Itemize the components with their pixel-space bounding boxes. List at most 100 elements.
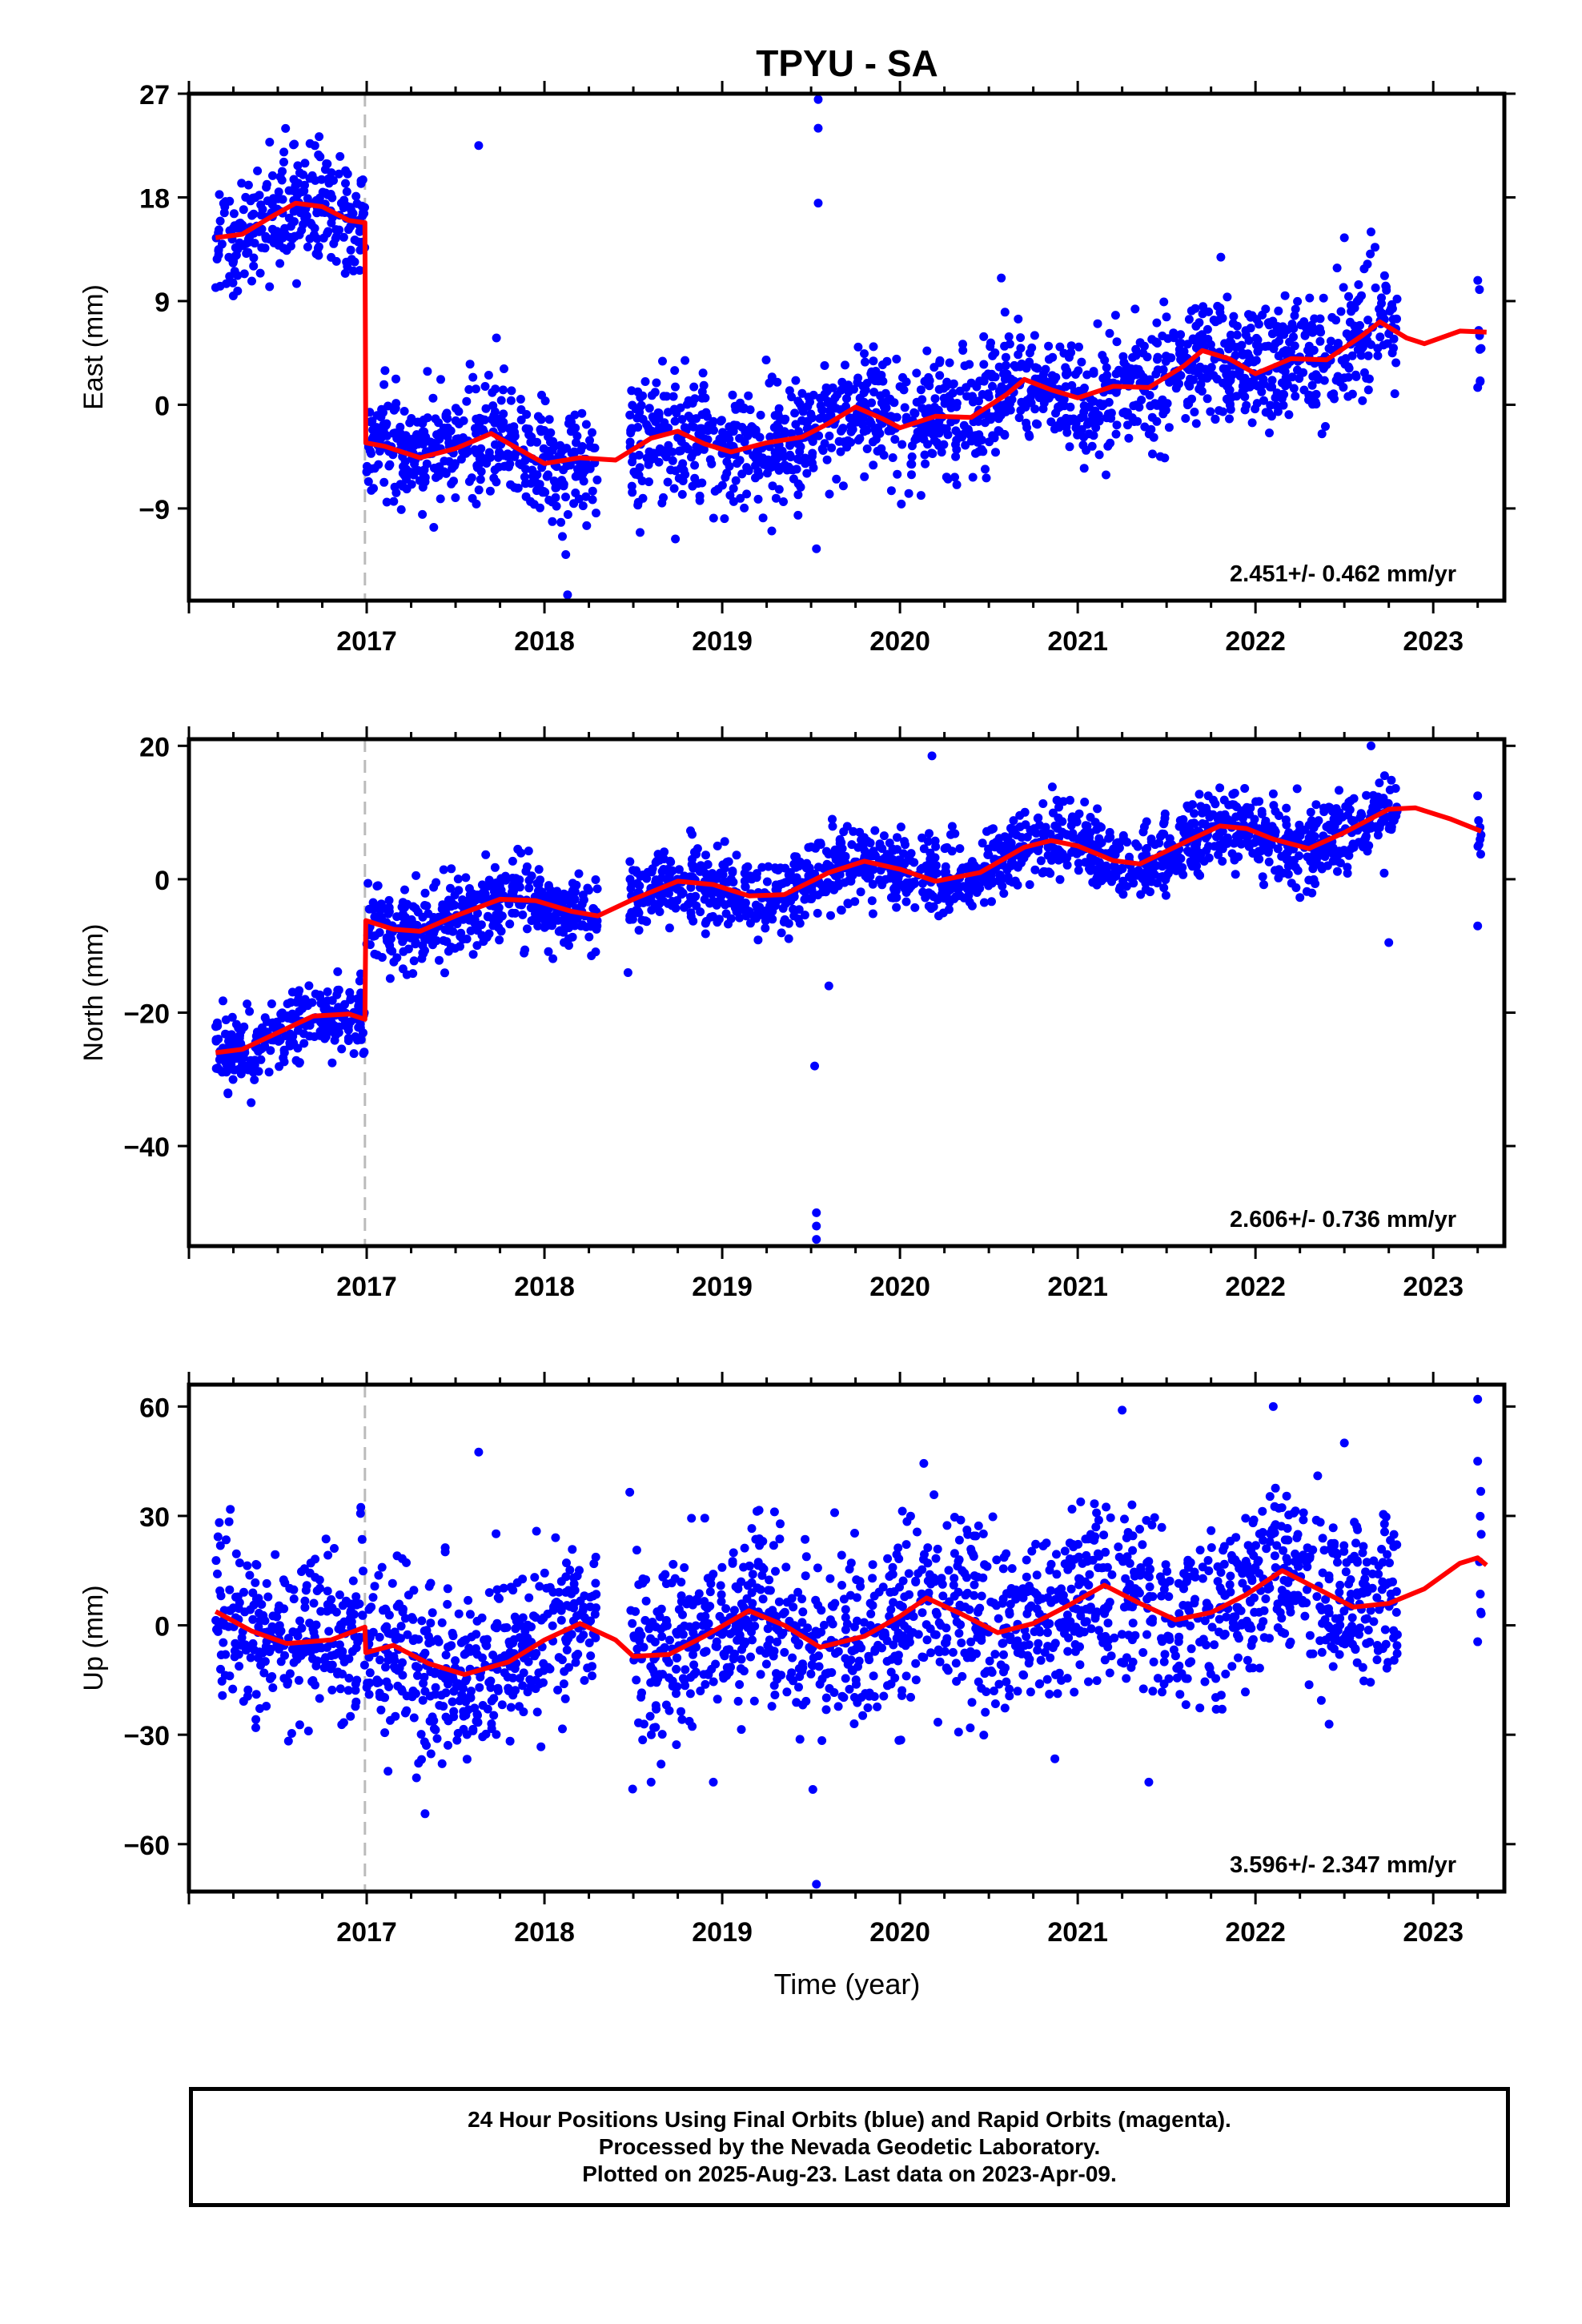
outlier-point [813,123,823,133]
data-point [275,1062,284,1072]
data-point [628,424,636,434]
data-point [249,253,259,263]
data-point [1034,846,1043,855]
data-point [275,1644,283,1654]
data-point [393,1666,403,1675]
data-point [465,360,475,369]
data-point [375,1655,384,1665]
data-point [260,1657,270,1667]
data-point [1033,420,1042,429]
data-point [687,421,697,431]
data-point [483,1634,492,1644]
data-point [1159,297,1169,307]
data-point [315,193,324,203]
data-point [741,428,750,437]
data-point [951,426,961,436]
data-point [384,907,394,916]
data-point [228,278,238,287]
data-point [1186,374,1195,384]
data-point [820,439,829,448]
data-point [468,372,478,382]
data-point [717,891,726,900]
data-point [1389,344,1398,353]
data-point [1375,778,1384,788]
data-point [351,1686,360,1695]
data-point [1115,883,1125,892]
data-point [219,1638,228,1647]
data-point [418,1695,428,1705]
data-point [1212,374,1222,384]
data-point [963,424,973,434]
data-point [1261,408,1271,417]
data-point [453,875,463,884]
data-point [813,431,823,440]
data-point [1184,365,1194,375]
data-point [1123,420,1132,430]
data-point [1072,849,1082,858]
data-point [999,369,1008,379]
data-point [655,855,665,865]
data-point [1162,312,1171,322]
data-point [359,1566,367,1576]
data-point [265,1645,275,1655]
data-point [370,1582,379,1591]
data-point [419,415,428,424]
data-point [1215,783,1225,793]
data-point [588,428,596,437]
data-point [1148,449,1157,459]
data-point [345,1599,355,1609]
data-point [433,466,443,476]
data-point [1182,397,1192,407]
data-point [1473,275,1483,285]
outlier-point [563,590,572,600]
data-point [1335,858,1345,868]
data-point [1193,868,1203,878]
data-point [681,356,690,365]
data-point [591,947,600,957]
data-point [1061,363,1070,372]
data-point [420,1809,430,1819]
data-point [408,902,418,911]
data-point [1375,304,1384,314]
data-point [493,1683,503,1693]
data-point [1358,396,1367,405]
data-point [1362,373,1371,383]
data-point [855,393,865,403]
data-point [443,1599,452,1609]
data-point [510,1664,520,1674]
data-point [1159,830,1169,838]
data-point [342,187,351,196]
data-point [1209,316,1219,325]
data-point [285,1669,295,1679]
data-point [1246,312,1255,322]
data-point [250,1060,259,1070]
data-point [496,874,506,883]
data-point [642,917,652,927]
data-point [744,391,753,400]
data-point [907,460,917,469]
data-point [315,1575,324,1585]
data-point [832,474,841,484]
data-point [1392,314,1401,324]
data-point [544,883,553,892]
data-point [1094,411,1103,420]
data-point [955,844,965,854]
data-point [910,408,920,418]
data-point [294,994,303,1003]
data-point [260,1041,270,1051]
data-point [582,521,592,530]
data-point [532,912,541,922]
y-tick-label: 20 [139,732,170,762]
data-point [1293,296,1303,306]
data-point [838,481,848,491]
data-point [869,356,878,366]
data-point [323,987,332,996]
data-point [506,1582,516,1592]
data-point [419,468,428,478]
data-point [1254,320,1263,329]
data-point [411,939,420,949]
data-point [637,476,647,485]
data-point [216,1651,226,1659]
data-point [443,1584,452,1594]
data-point [924,372,934,382]
